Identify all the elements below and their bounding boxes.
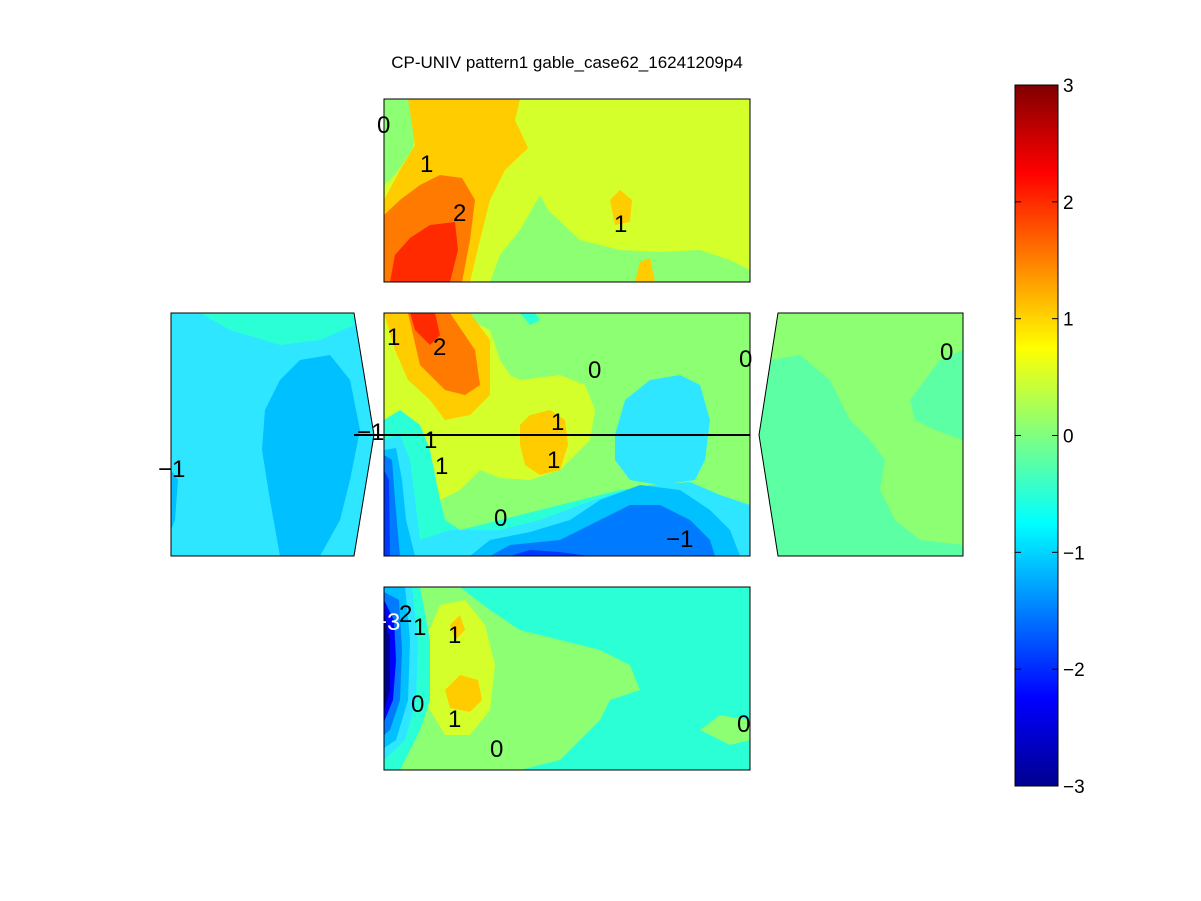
colorbar-tick-label: 3 — [1063, 76, 1074, 97]
panel-center — [384, 313, 750, 556]
panel-top-border — [383, 98, 751, 283]
contour-label: −1 — [666, 526, 693, 553]
panel-right — [759, 313, 963, 556]
contour-label: 1 — [387, 324, 400, 351]
contour-label: 1 — [435, 453, 448, 480]
colorbar-tick-label: −2 — [1063, 660, 1085, 681]
panel-bottom-border — [383, 586, 751, 771]
colorbar-tick-label: 0 — [1063, 427, 1074, 448]
contour-label: 1 — [448, 622, 461, 649]
panel-bottom — [384, 587, 750, 770]
colorbar: 3 2 1 0 −1 −2 −3 — [1014, 76, 1085, 798]
contour-label: 0 — [588, 357, 601, 384]
colorbar-tick-label: 2 — [1063, 193, 1074, 214]
contour-label: 1 — [413, 614, 426, 641]
colorbar-tick-label: −3 — [1063, 777, 1085, 798]
contour-label: 2 — [433, 334, 446, 361]
panel-right-border — [758, 312, 964, 557]
colorbar-tick-label: −1 — [1063, 543, 1085, 564]
panel-left — [171, 313, 374, 556]
contour-label: −3 — [373, 609, 400, 636]
contour-label: 0 — [490, 736, 503, 763]
contour-label: −1 — [357, 419, 384, 446]
contour-label: 0 — [411, 691, 424, 718]
contour-label: 0 — [377, 112, 390, 139]
contour-label: 1 — [448, 706, 461, 733]
panel-top — [384, 99, 750, 282]
contour-label: −1 — [158, 456, 185, 483]
colorbar-ticks: 3 2 1 0 −1 −2 −3 — [1015, 76, 1085, 798]
contour-label: 2 — [399, 601, 412, 628]
contour-label: 1 — [420, 151, 433, 178]
chart-title: CP-UNIV pattern1 gable_case62_16241209p4 — [391, 53, 743, 72]
contour-label: 0 — [737, 711, 750, 738]
contour-label: 0 — [494, 505, 507, 532]
contour-label: 2 — [453, 200, 466, 227]
contour-label: 1 — [547, 447, 560, 474]
contour-label: 0 — [739, 346, 752, 373]
contour-label: 1 — [614, 211, 627, 238]
contour-label: 0 — [940, 339, 953, 366]
contour-label: 1 — [551, 409, 564, 436]
panel-left-border — [170, 312, 375, 557]
contour-label: 1 — [424, 427, 437, 454]
colorbar-tick-label: 1 — [1063, 310, 1074, 331]
